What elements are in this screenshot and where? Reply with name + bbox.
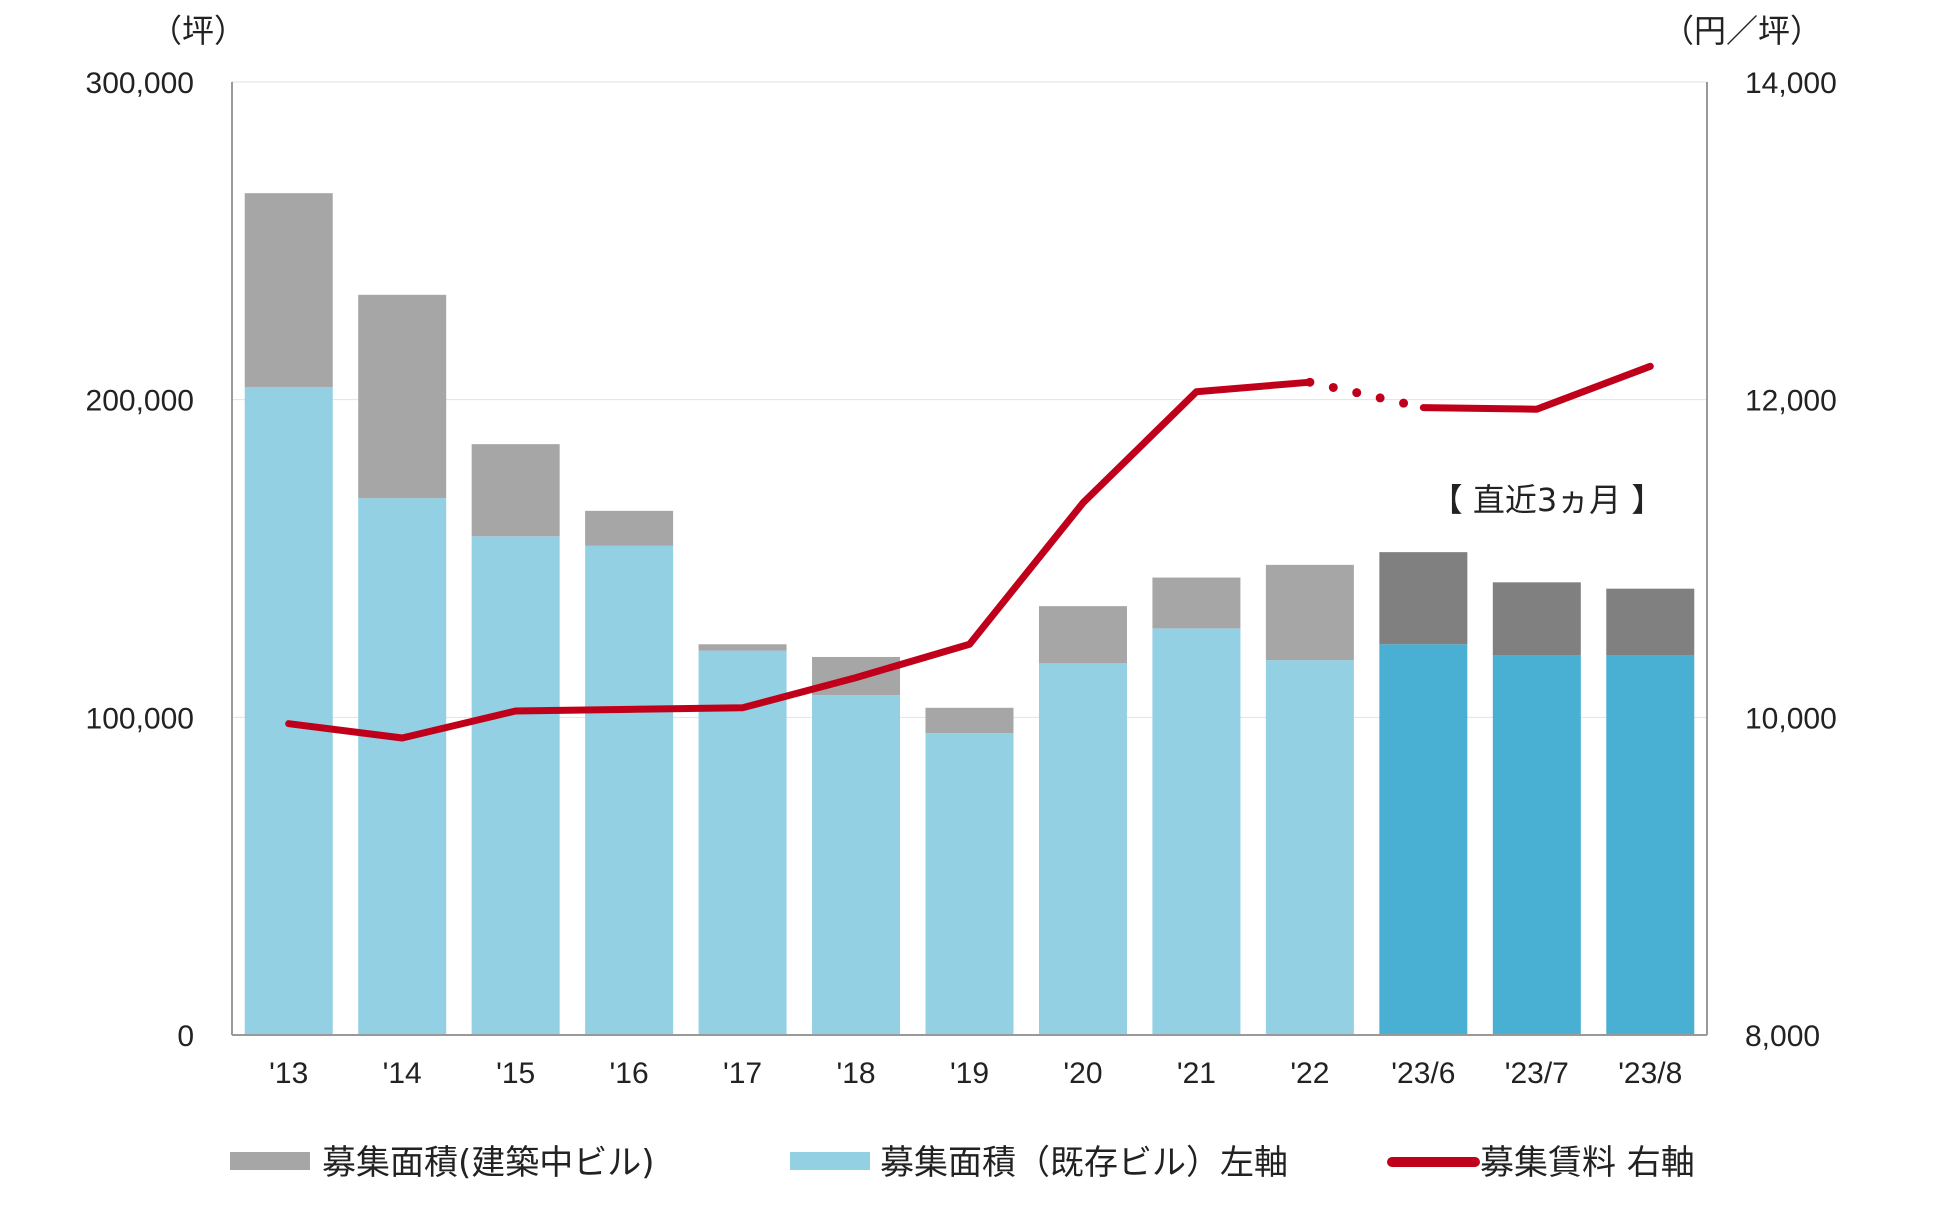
- recent-three-months-annotation: 【 直近3ヵ月 】: [1431, 481, 1664, 519]
- legend-swatch-construction: [230, 1152, 310, 1170]
- category-label: '15: [496, 1057, 535, 1090]
- right-axis-ticks: 8,000 10,000 12,000 14,000: [1745, 67, 1837, 1053]
- category-label: '20: [1063, 1057, 1102, 1090]
- legend-label-existing: 募集面積（既存ビル）左軸: [880, 1143, 1288, 1183]
- bar-construction: [1265, 564, 1354, 661]
- bar-construction: [925, 707, 1014, 734]
- legend-swatch-existing: [790, 1152, 870, 1170]
- right-tick-label: 8,000: [1745, 1020, 1820, 1053]
- category-label: '19: [950, 1057, 989, 1090]
- category-label: '23/8: [1618, 1057, 1682, 1090]
- left-tick-label: 0: [177, 1020, 194, 1053]
- right-tick-label: 14,000: [1745, 67, 1837, 100]
- bar-existing: [1379, 644, 1468, 1035]
- category-label: '22: [1290, 1057, 1329, 1090]
- legend-label-rent: 募集賃料 右軸: [1480, 1143, 1695, 1183]
- rent-line-dotted-gap: [1305, 377, 1428, 413]
- bar-existing: [925, 733, 1014, 1035]
- bar-existing: [1492, 655, 1581, 1035]
- bar-construction: [358, 294, 447, 499]
- category-label: '23/6: [1391, 1057, 1455, 1090]
- left-axis-ticks: 0 100,000 200,000 300,000: [86, 67, 194, 1053]
- category-label: '23/7: [1505, 1057, 1569, 1090]
- bar-construction: [471, 444, 560, 537]
- bar-construction: [1038, 606, 1127, 664]
- gridlines: [232, 81, 1707, 718]
- bars-group: [244, 193, 1695, 1036]
- legend-label-construction: 募集面積(建築中ビル): [322, 1143, 655, 1183]
- left-axis-unit: （坪）: [150, 12, 246, 50]
- left-tick-label: 300,000: [86, 67, 194, 100]
- bar-construction: [1152, 577, 1241, 629]
- bar-construction: [244, 193, 333, 387]
- rent-line-recent: [1419, 362, 1654, 413]
- bar-existing: [698, 650, 787, 1035]
- rent-line-group: [285, 362, 1654, 742]
- right-axis-unit: （円／坪）: [1662, 12, 1822, 50]
- category-label: '14: [383, 1057, 422, 1090]
- rent-line-historical: [285, 378, 1314, 742]
- bar-existing: [244, 386, 333, 1036]
- bar-construction: [698, 644, 787, 651]
- right-tick-label: 12,000: [1745, 385, 1837, 418]
- bar-construction: [1606, 588, 1695, 656]
- bar-existing: [1265, 660, 1354, 1035]
- right-tick-label: 10,000: [1745, 702, 1837, 735]
- bar-construction: [1492, 582, 1581, 656]
- bar-existing: [358, 498, 447, 1036]
- bar-existing: [471, 536, 560, 1035]
- bar-existing: [585, 545, 674, 1035]
- bar-construction: [585, 510, 674, 546]
- left-tick-label: 200,000: [86, 385, 194, 418]
- category-label: '17: [723, 1057, 762, 1090]
- bar-existing: [1152, 628, 1241, 1035]
- category-label: '18: [836, 1057, 875, 1090]
- axes-group: [231, 82, 1708, 1036]
- legend: 募集面積(建築中ビル) 募集面積（既存ビル）左軸 募集賃料 右軸: [230, 1143, 1695, 1183]
- bar-existing: [1038, 663, 1127, 1035]
- bar-construction: [1379, 552, 1468, 645]
- category-label: '21: [1177, 1057, 1216, 1090]
- bar-existing: [1606, 655, 1695, 1035]
- left-tick-label: 100,000: [86, 702, 194, 735]
- bar-existing: [812, 695, 901, 1035]
- category-label: '13: [269, 1057, 308, 1090]
- category-labels: '13 '14 '15 '16 '17 '18 '19 '20 '21 '22 '23/6 '23/7…: [269, 1057, 1682, 1090]
- category-label: '16: [610, 1057, 649, 1090]
